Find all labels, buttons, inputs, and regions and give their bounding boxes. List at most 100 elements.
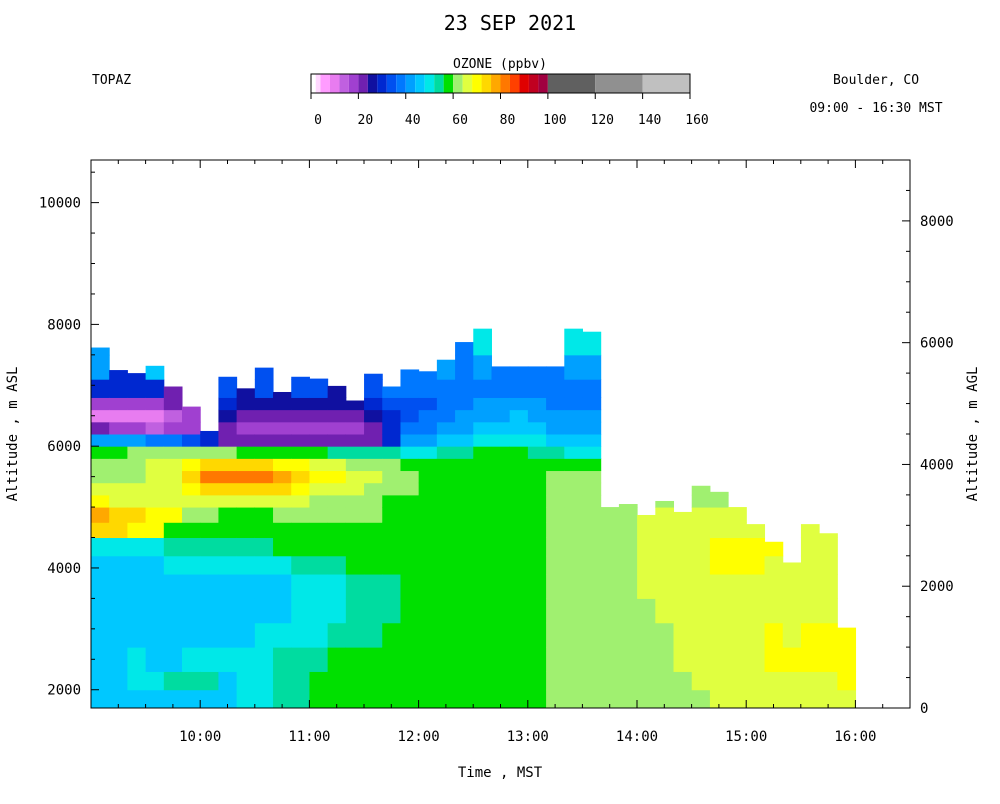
heatmap-cell — [236, 689, 256, 709]
heatmap-cell — [273, 397, 292, 411]
instrument-label: TOPAZ — [92, 73, 131, 88]
heatmap-cell — [127, 397, 147, 411]
heatmap-cell — [746, 574, 766, 599]
heatmap-cell — [673, 647, 693, 672]
heatmap-cell — [345, 458, 365, 472]
heatmap-cell — [127, 458, 147, 472]
heatmap-cell — [254, 367, 274, 380]
heatmap-cell — [127, 537, 147, 557]
heatmap-cell — [273, 647, 292, 672]
heatmap-cell — [163, 671, 183, 691]
heatmap-cell — [273, 446, 292, 459]
heatmap-cell — [236, 421, 256, 435]
heatmap-cell — [728, 522, 747, 539]
heatmap-cell — [673, 671, 693, 691]
heatmap-cell — [600, 522, 620, 539]
heatmap-cell — [764, 574, 784, 599]
heatmap-cell — [709, 494, 729, 508]
colorbar-swatch — [509, 74, 520, 93]
heatmap-cell — [473, 397, 492, 411]
heatmap-cell — [637, 574, 656, 599]
heatmap-cell — [273, 482, 292, 496]
heatmap-cell — [109, 470, 128, 484]
heatmap-cell — [163, 421, 183, 435]
heatmap-cell — [236, 458, 256, 472]
heatmap-cell — [764, 598, 784, 624]
heatmap-cell — [473, 555, 492, 575]
heatmap-cell — [163, 470, 183, 484]
heatmap-cell — [400, 555, 420, 575]
heatmap-cell — [345, 482, 365, 496]
heatmap-cell — [509, 671, 529, 691]
heatmap-cell — [382, 470, 401, 484]
heatmap-cell — [364, 421, 383, 435]
heatmap-cell — [582, 421, 602, 435]
heatmap-cell — [200, 689, 219, 709]
heatmap-cell — [309, 555, 329, 575]
heatmap-cell — [345, 446, 365, 459]
heatmap-cell — [709, 574, 729, 599]
heatmap-cell — [182, 689, 201, 709]
location-label: Boulder, CO — [833, 73, 919, 88]
heatmap-cell — [127, 647, 147, 672]
heatmap-cell — [182, 598, 201, 624]
heatmap-cell — [473, 522, 492, 539]
colorbar-swatch — [377, 74, 387, 93]
heatmap-cell — [491, 409, 511, 423]
heatmap-cell — [637, 622, 656, 648]
heatmap-cell — [91, 647, 110, 672]
heatmap-cell — [163, 494, 183, 508]
heatmap-cell — [382, 494, 401, 508]
heatmap-cell — [819, 537, 838, 557]
heatmap-cell — [291, 446, 310, 459]
heatmap-cell — [509, 409, 529, 423]
heatmap-cell — [436, 689, 456, 709]
heatmap-cell — [455, 537, 474, 557]
heatmap-cell — [145, 494, 165, 508]
heatmap-cell — [800, 598, 820, 624]
heatmap-cell — [582, 331, 602, 356]
heatmap-cell — [691, 622, 711, 648]
heatmap-cell — [145, 482, 165, 496]
heatmap-cell — [145, 537, 165, 557]
heatmap-cell — [382, 622, 401, 648]
heatmap-cell — [418, 522, 438, 539]
colorbar-swatch — [386, 74, 397, 93]
heatmap-cell — [327, 385, 347, 398]
heatmap-cell — [236, 482, 256, 496]
heatmap-cell — [309, 397, 329, 411]
heatmap-cell — [709, 491, 729, 496]
heatmap-cell — [418, 482, 438, 496]
heatmap-cell — [564, 537, 583, 557]
heatmap-cell — [691, 537, 711, 557]
heatmap-cell — [145, 598, 165, 624]
heatmap-cell — [400, 671, 420, 691]
heatmap-cell — [691, 689, 711, 709]
heatmap-cell — [491, 494, 511, 508]
heatmap-cell — [236, 622, 256, 648]
heatmap-cell — [637, 647, 656, 672]
heatmap-cell — [564, 409, 583, 423]
heatmap-cell — [400, 482, 420, 496]
heatmap-cell — [436, 622, 456, 648]
heatmap-cell — [254, 689, 274, 709]
colorbar-swatch — [472, 74, 482, 93]
colorbar-tick-label: 80 — [500, 113, 516, 128]
heatmap-cell — [182, 574, 201, 599]
heatmap-cell — [218, 397, 238, 411]
heatmap-cell — [546, 482, 565, 496]
y-left-tick-label: 4000 — [47, 561, 81, 577]
heatmap-cell — [655, 507, 675, 523]
heatmap-cell — [327, 598, 347, 624]
heatmap-cell — [509, 470, 529, 484]
heatmap-cell — [436, 522, 456, 539]
heatmap-cell — [182, 647, 201, 672]
heatmap-cell — [182, 470, 201, 484]
heatmap-cell — [491, 379, 511, 398]
heatmap-cell — [473, 507, 492, 523]
heatmap-cell — [455, 470, 474, 484]
heatmap-cell — [473, 574, 492, 599]
heatmap-cell — [382, 555, 401, 575]
heatmap-cell — [200, 598, 219, 624]
heatmap-cell — [509, 482, 529, 496]
